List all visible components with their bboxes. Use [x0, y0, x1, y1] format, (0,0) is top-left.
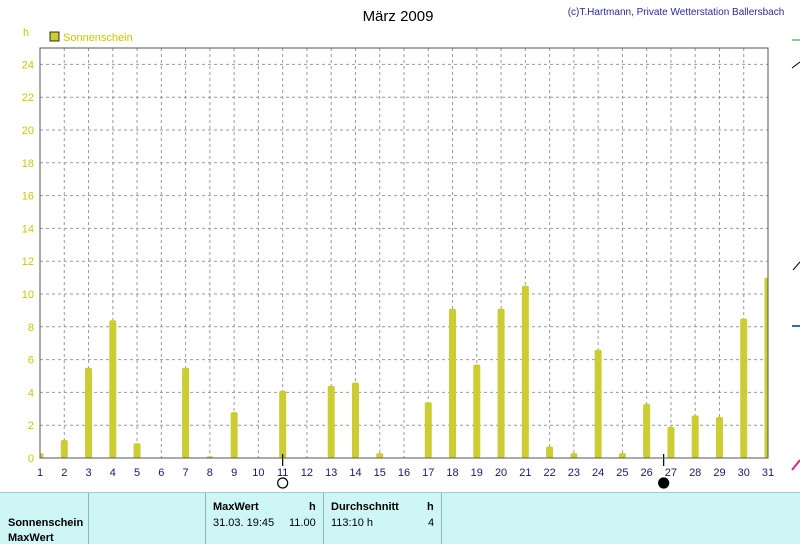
bar-day-9: [230, 412, 238, 458]
bar-day-20: [497, 308, 505, 458]
bar-day-28: [691, 415, 699, 458]
maxwert-unit: h: [309, 501, 316, 513]
x-tick-labels: 1 2 3 4 5 6 7 8 9 10 11 12 13 14 15 16 17 18 19 20 21 22 23 24 2…: [37, 467, 774, 479]
x-tick-label: 9: [231, 467, 237, 479]
y-axis-unit-label: h: [23, 27, 29, 39]
x-tick-label: 21: [519, 467, 531, 479]
x-tick-label: 16: [398, 467, 410, 479]
x-tick-label: 27: [665, 467, 677, 479]
bar-day-3: [85, 367, 93, 458]
x-tick-label: 31: [762, 467, 774, 479]
y-tick-label: 22: [22, 92, 34, 104]
x-tick-label: 20: [495, 467, 507, 479]
x-tick-label: 11: [277, 467, 288, 479]
y-tick-label: 14: [22, 223, 34, 235]
full-moon-icon: [277, 477, 289, 489]
y-tick-label: 0: [28, 453, 34, 465]
durchschnitt-header: Durchschnitt: [331, 501, 399, 513]
bar-day-29: [715, 417, 723, 458]
bar-day-25: [618, 453, 626, 458]
x-tick-label: 14: [349, 467, 361, 479]
bar-day-13: [327, 385, 335, 458]
x-tick-label: 10: [252, 467, 264, 479]
x-tick-label: 29: [713, 467, 725, 479]
x-tick-label: 25: [616, 467, 628, 479]
x-tick-label: 30: [738, 467, 750, 479]
stats-panel: Sonnenschein MaxWert MaxWert h 31.03. 19…: [0, 492, 800, 544]
x-tick-label: 2: [61, 467, 67, 479]
bar-series: [40, 277, 768, 458]
x-tick-label: 26: [641, 467, 653, 479]
plot-frame: [39, 47, 769, 459]
x-tick-label: 3: [85, 467, 91, 479]
bar-day-17: [424, 402, 432, 458]
bar-day-15: [376, 453, 384, 458]
x-tick-label: 12: [301, 467, 313, 479]
x-tick-label: 24: [592, 467, 604, 479]
x-tick-label: 4: [110, 467, 116, 479]
maxwert-date: 31.03. 19:45: [213, 517, 275, 529]
bar-day-21: [521, 285, 529, 458]
moon-markers: [277, 454, 670, 489]
row-label-sonnenschein: Sonnenschein: [8, 517, 84, 529]
durchschnitt-count: 4: [428, 517, 435, 529]
chart-area: März 2009 (c)T.Hartmann, Private Wetters…: [22, 7, 800, 489]
bar-day-30: [740, 318, 748, 458]
bar-day-23: [570, 453, 578, 458]
bar-day-2: [60, 439, 68, 458]
x-tick-label: 23: [568, 467, 580, 479]
x-tick-label: 18: [446, 467, 458, 479]
y-tick-label: 12: [22, 256, 34, 268]
bar-day-14: [351, 382, 359, 458]
x-tick-label: 5: [134, 467, 140, 479]
bar-day-27: [667, 426, 675, 458]
y-tick-label: 16: [22, 191, 34, 203]
credit-text: (c)T.Hartmann, Private Wetterstation Bal…: [568, 7, 785, 18]
bar-day-5: [133, 443, 141, 458]
y-tick-label: 24: [22, 59, 34, 71]
durchschnitt-value: 113:10 h: [331, 517, 374, 529]
maxwert-header: MaxWert: [213, 501, 259, 513]
bar-day-26: [643, 403, 651, 458]
x-tick-label: 6: [158, 467, 164, 479]
maxwert-value: 11.00: [289, 517, 316, 529]
x-tick-label: 13: [325, 467, 337, 479]
chart-title: März 2009: [363, 8, 434, 25]
bar-day-31: [764, 277, 768, 458]
new-moon-icon: [658, 477, 670, 489]
x-tick-label: 15: [374, 467, 386, 479]
grid-lines: [40, 48, 768, 458]
bar-day-18: [449, 308, 457, 458]
y-tick-label: 4: [28, 387, 34, 399]
legend-label: Sonnenschein: [63, 32, 133, 44]
legend-swatch: [49, 31, 60, 42]
bar-day-19: [473, 364, 481, 458]
y-tick-label: 18: [22, 158, 34, 170]
x-tick-label: 17: [422, 467, 434, 479]
bar-day-1: [40, 453, 44, 458]
y-tick-label: 10: [22, 289, 34, 301]
y-tick-label: 20: [22, 125, 34, 137]
x-tick-label: 19: [471, 467, 483, 479]
bar-day-22: [546, 446, 554, 458]
x-tick-label: 8: [207, 467, 213, 479]
durchschnitt-unit: h: [427, 501, 434, 513]
row-label-maxwert: MaxWert: [8, 532, 54, 544]
bar-day-24: [594, 349, 602, 458]
x-tick-label: 1: [37, 467, 43, 479]
x-tick-label: 22: [543, 467, 555, 479]
bar-day-7: [182, 367, 190, 458]
bar-day-11: [279, 390, 287, 458]
y-tick-label: 2: [28, 420, 34, 432]
y-tick-label: 8: [28, 322, 34, 334]
x-tick-label: 28: [689, 467, 701, 479]
y-tick-label: 6: [28, 355, 34, 367]
bar-day-4: [109, 320, 117, 458]
x-tick-label: 7: [183, 467, 189, 479]
right-edge-marks: [791, 39, 800, 471]
